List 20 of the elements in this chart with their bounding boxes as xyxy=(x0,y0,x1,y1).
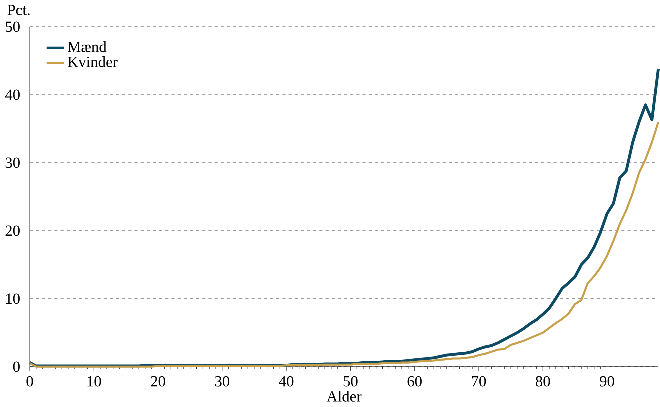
x-tick-label: 0 xyxy=(26,376,34,387)
x-tick-label: 80 xyxy=(536,376,550,387)
legend-label: Mænd xyxy=(68,41,107,52)
x-tick-label: 70 xyxy=(472,376,486,387)
x-axis-title: Alder xyxy=(326,391,362,402)
y-tick-label: 10 xyxy=(6,294,20,304)
x-tick-label: 40 xyxy=(279,376,294,387)
y-tick-label: 0 xyxy=(13,362,20,372)
legend-label: Kvinder xyxy=(68,56,118,68)
y-tick-label: 30 xyxy=(6,158,20,168)
x-tick-label: 20 xyxy=(151,376,166,387)
y-tick-label: 20 xyxy=(6,226,20,236)
y-tick-label: 50 xyxy=(6,22,20,32)
x-tick-label: 50 xyxy=(344,376,358,387)
x-tick-label: 90 xyxy=(600,376,614,387)
y-axis-title: Pct. xyxy=(8,5,30,16)
x-tick-label: 60 xyxy=(408,376,422,387)
x-tick-label: 30 xyxy=(215,376,230,387)
y-tick-label: 40 xyxy=(5,90,20,100)
x-tick-label: 10 xyxy=(88,376,102,387)
